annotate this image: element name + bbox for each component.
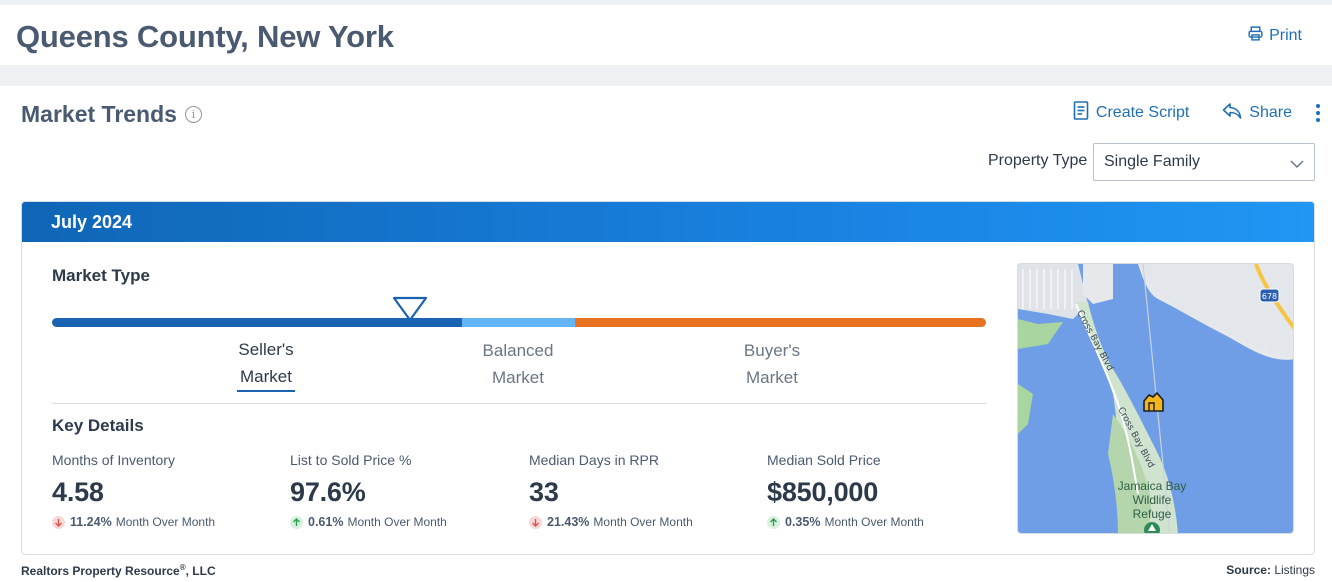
property-type-value: Single Family bbox=[1104, 153, 1201, 170]
source-value: Listings bbox=[1274, 563, 1315, 577]
company-suffix: , LLC bbox=[185, 564, 216, 578]
detail-change: 21.43% Month Over Month bbox=[529, 515, 759, 529]
company-mark: ® bbox=[179, 563, 186, 572]
print-label: Print bbox=[1269, 27, 1302, 44]
highway-shield-number: 678 bbox=[1262, 292, 1277, 301]
seller-market-label: Seller's Market bbox=[218, 336, 314, 392]
buyers-line2: Market bbox=[746, 368, 798, 387]
page-title: Queens County, New York bbox=[16, 19, 394, 54]
balanced-segment bbox=[462, 318, 575, 327]
detail-change-percent: 0.35% bbox=[785, 515, 821, 529]
detail-value: 33 bbox=[529, 477, 559, 507]
divider bbox=[52, 403, 986, 404]
market-trends-panel: Market Trends i Create Script Share Prop… bbox=[0, 86, 1332, 582]
create-script-button[interactable]: Create Script bbox=[1073, 101, 1189, 125]
active-indicator bbox=[237, 390, 295, 392]
detail-change-label: Month Over Month bbox=[115, 515, 216, 529]
balanced-line2: Market bbox=[492, 368, 544, 387]
share-label: Share bbox=[1249, 104, 1292, 121]
detail-change-label: Month Over Month bbox=[593, 515, 693, 529]
buyers-line1: Buyer's bbox=[743, 341, 801, 360]
page-header: Queens County, New York Print bbox=[0, 5, 1332, 65]
arrow-up-icon bbox=[767, 515, 780, 529]
place-line-1: Jamaica Bay bbox=[1118, 479, 1187, 493]
detail-median-sold-price: Median Sold Price $850,000 0.35% Month O… bbox=[767, 452, 997, 529]
detail-change: 11.24% Month Over Month bbox=[52, 515, 282, 529]
company-name: Realtors Property Resource bbox=[21, 564, 180, 578]
property-type-select[interactable]: Single Family bbox=[1093, 143, 1315, 181]
detail-months-of-inventory: Months of Inventory 4.58 11.24% Month Ov… bbox=[52, 452, 282, 529]
seller-line2: Market bbox=[240, 367, 292, 386]
detail-list-to-sold: List to Sold Price % 97.6% 0.61% Month O… bbox=[290, 452, 520, 529]
seller-segment bbox=[52, 318, 462, 327]
panel-actions: Create Script Share bbox=[1073, 101, 1332, 125]
park-marker-icon bbox=[1144, 522, 1160, 533]
period-header: July 2024 bbox=[22, 202, 1314, 242]
market-card: July 2024 Market Type Seller's Market Ba… bbox=[21, 201, 1315, 555]
detail-name: List to Sold Price % bbox=[290, 452, 412, 468]
location-map[interactable]: Cross Bay Blvd Cross Bay Blvd 678 Jamaic… bbox=[1017, 263, 1294, 534]
detail-name: Median Sold Price bbox=[767, 452, 881, 468]
key-details-label: Key Details bbox=[52, 416, 144, 435]
detail-name: Months of Inventory bbox=[52, 452, 175, 468]
place-line-3: Refuge bbox=[1133, 507, 1172, 521]
buyers-market-label: Buyer's Market bbox=[722, 337, 822, 391]
section-title-text: Market Trends bbox=[21, 101, 177, 127]
printer-icon bbox=[1247, 25, 1264, 47]
source-label: Source: bbox=[1226, 563, 1271, 577]
section-title: Market Trends i bbox=[21, 101, 202, 128]
balanced-market-label: Balanced Market bbox=[468, 337, 568, 391]
highway-shield-icon: 678 bbox=[1259, 288, 1280, 303]
detail-change-label: Month Over Month bbox=[347, 515, 447, 529]
detail-value: $850,000 bbox=[767, 477, 879, 507]
place-line-2: Wildlife bbox=[1133, 493, 1172, 507]
detail-change: 0.35% Month Over Month bbox=[767, 515, 997, 529]
home-pin-icon bbox=[1143, 392, 1164, 412]
detail-median-days: Median Days in RPR 33 21.43% Month Over … bbox=[529, 452, 759, 529]
print-button[interactable]: Print bbox=[1247, 25, 1302, 47]
chevron-down-icon bbox=[1290, 156, 1304, 174]
arrow-down-icon bbox=[52, 515, 65, 529]
detail-change-percent: 0.61% bbox=[308, 515, 344, 529]
share-icon bbox=[1222, 102, 1242, 124]
info-icon[interactable]: i bbox=[184, 106, 202, 123]
arrow-down-icon bbox=[529, 515, 542, 529]
detail-change-percent: 21.43% bbox=[547, 515, 590, 529]
market-type-label: Market Type bbox=[52, 266, 150, 285]
market-type-bar bbox=[52, 318, 986, 327]
document-icon bbox=[1073, 101, 1089, 125]
market-position-marker-icon bbox=[392, 296, 428, 327]
footer-company: Realtors Property Resource®, LLC bbox=[21, 563, 216, 578]
detail-value: 4.58 bbox=[52, 477, 104, 507]
share-button[interactable]: Share bbox=[1222, 102, 1292, 124]
detail-name: Median Days in RPR bbox=[529, 452, 659, 468]
arrow-up-icon bbox=[290, 515, 303, 529]
buyer-segment bbox=[575, 318, 986, 327]
more-options-icon[interactable] bbox=[1310, 104, 1326, 122]
detail-change: 0.61% Month Over Month bbox=[290, 515, 520, 529]
footer-source: Source: Listings bbox=[1226, 563, 1315, 577]
detail-change-percent: 11.24% bbox=[70, 515, 112, 529]
create-script-label: Create Script bbox=[1095, 104, 1190, 121]
balanced-line1: Balanced bbox=[482, 341, 554, 360]
property-type-label: Property Type bbox=[988, 152, 1088, 169]
detail-change-label: Month Over Month bbox=[824, 515, 924, 529]
detail-value: 97.6% bbox=[290, 477, 366, 507]
seller-line1: Seller's bbox=[238, 340, 294, 359]
